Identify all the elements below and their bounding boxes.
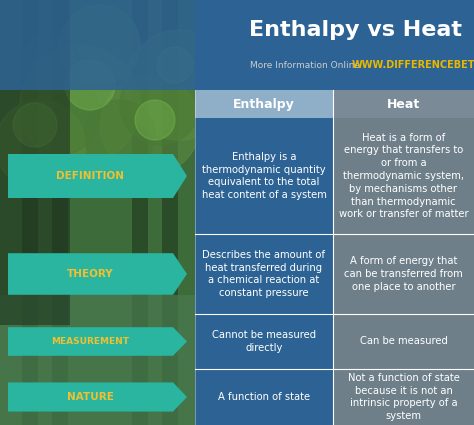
Text: A form of energy that
can be transferred from
one place to another: A form of energy that can be transferred… xyxy=(344,256,463,292)
Polygon shape xyxy=(8,253,187,295)
FancyBboxPatch shape xyxy=(162,0,178,425)
FancyBboxPatch shape xyxy=(0,295,195,425)
Circle shape xyxy=(20,45,140,165)
FancyBboxPatch shape xyxy=(132,0,148,425)
Text: Not a function of state
because it is not an
intrinsic property of a
system: Not a function of state because it is no… xyxy=(347,373,459,421)
Circle shape xyxy=(0,100,85,190)
Text: Describes the amount of
heat transferred during
a chemical reaction at
constant : Describes the amount of heat transferred… xyxy=(202,250,326,298)
Circle shape xyxy=(65,60,115,110)
Circle shape xyxy=(157,47,193,83)
Text: A function of state: A function of state xyxy=(218,392,310,402)
Circle shape xyxy=(20,35,80,95)
FancyBboxPatch shape xyxy=(333,369,474,425)
Circle shape xyxy=(125,30,235,140)
Text: Can be measured: Can be measured xyxy=(360,337,447,346)
Polygon shape xyxy=(8,327,187,356)
FancyBboxPatch shape xyxy=(333,90,474,118)
FancyBboxPatch shape xyxy=(0,0,70,325)
Circle shape xyxy=(135,100,175,140)
Circle shape xyxy=(100,75,200,175)
Text: Enthalpy vs Heat: Enthalpy vs Heat xyxy=(249,20,462,40)
FancyBboxPatch shape xyxy=(195,369,333,425)
Text: Cannot be measured
directly: Cannot be measured directly xyxy=(212,330,316,353)
Text: Heat is a form of
energy that transfers to
or from a
thermodynamic system,
by me: Heat is a form of energy that transfers … xyxy=(339,133,468,219)
Text: Enthalpy is a
thermodynamic quantity
equivalent to the total
heat content of a s: Enthalpy is a thermodynamic quantity equ… xyxy=(201,152,327,200)
Circle shape xyxy=(60,5,140,85)
Text: Heat: Heat xyxy=(387,97,420,110)
Text: THEORY: THEORY xyxy=(67,269,114,279)
FancyBboxPatch shape xyxy=(195,314,333,369)
FancyBboxPatch shape xyxy=(195,118,333,234)
FancyBboxPatch shape xyxy=(195,234,333,314)
FancyBboxPatch shape xyxy=(0,0,195,90)
Text: WWW.DIFFERENCEBETWEEN.COM: WWW.DIFFERENCEBETWEEN.COM xyxy=(352,60,474,70)
Text: Enthalpy: Enthalpy xyxy=(233,97,295,110)
Text: NATURE: NATURE xyxy=(67,392,114,402)
FancyBboxPatch shape xyxy=(333,234,474,314)
FancyBboxPatch shape xyxy=(52,0,68,425)
FancyBboxPatch shape xyxy=(195,90,333,118)
Text: DEFINITION: DEFINITION xyxy=(56,171,125,181)
Polygon shape xyxy=(8,154,187,198)
Text: MEASUREMENT: MEASUREMENT xyxy=(52,337,129,346)
Circle shape xyxy=(13,103,57,147)
FancyBboxPatch shape xyxy=(22,0,38,425)
Polygon shape xyxy=(8,382,187,411)
Circle shape xyxy=(120,65,200,145)
FancyBboxPatch shape xyxy=(333,314,474,369)
FancyBboxPatch shape xyxy=(195,0,474,90)
FancyBboxPatch shape xyxy=(333,118,474,234)
Circle shape xyxy=(20,75,100,155)
Circle shape xyxy=(85,100,155,170)
Text: More Information Online: More Information Online xyxy=(250,60,360,70)
